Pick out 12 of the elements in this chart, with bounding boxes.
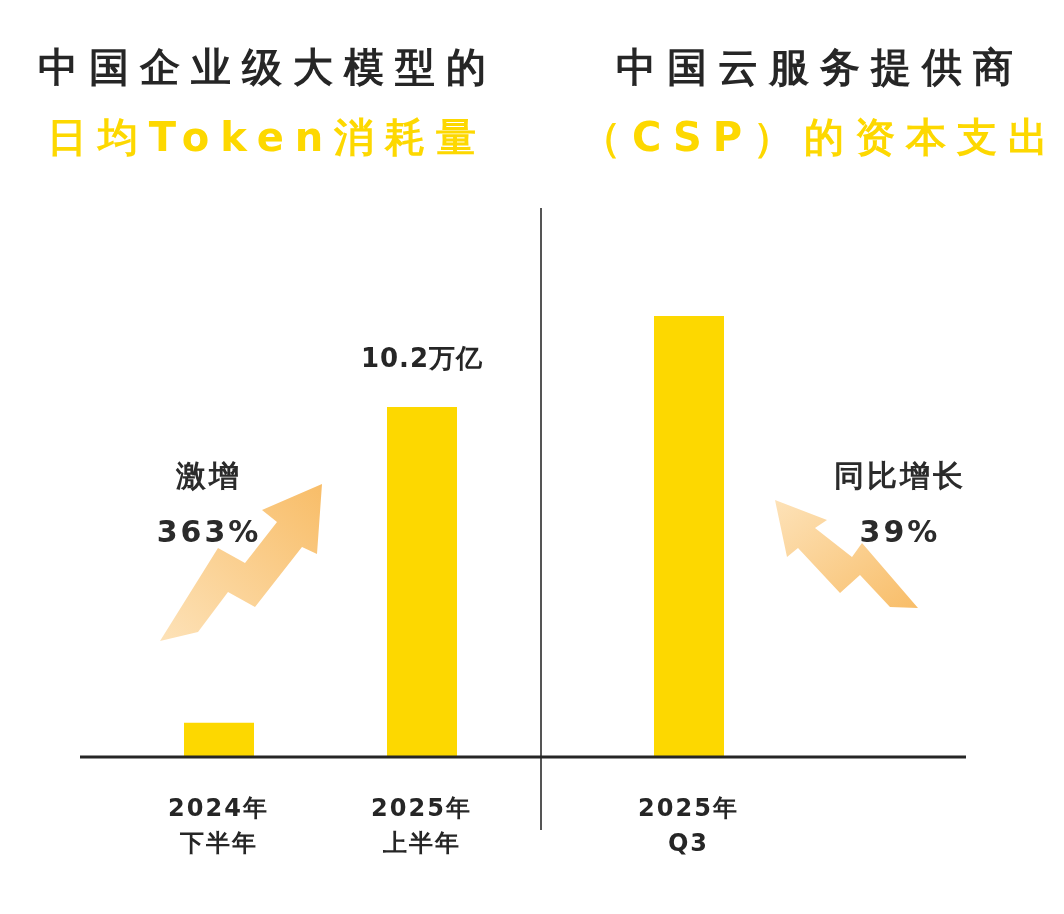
- text: 同比增长: [834, 457, 966, 495]
- chart-title: 中国企业级大模型的: [37, 43, 497, 92]
- x-tick-label: 2025年Q3: [637, 793, 740, 859]
- chart-subtitle: 日均Token消耗量: [46, 113, 488, 162]
- text: 39%: [859, 513, 941, 551]
- chart-title: 中国云服务提供商: [616, 43, 1024, 92]
- chart-subtitle: （CSP）的资本支出: [580, 113, 1060, 162]
- annotation: 激增: [176, 457, 242, 495]
- data-label: 10.2万亿: [360, 343, 484, 373]
- annotation: 363%: [156, 513, 262, 551]
- x-tick-label: 2025年上半年: [370, 793, 473, 859]
- x-tick-label: 2024年下半年: [167, 793, 270, 859]
